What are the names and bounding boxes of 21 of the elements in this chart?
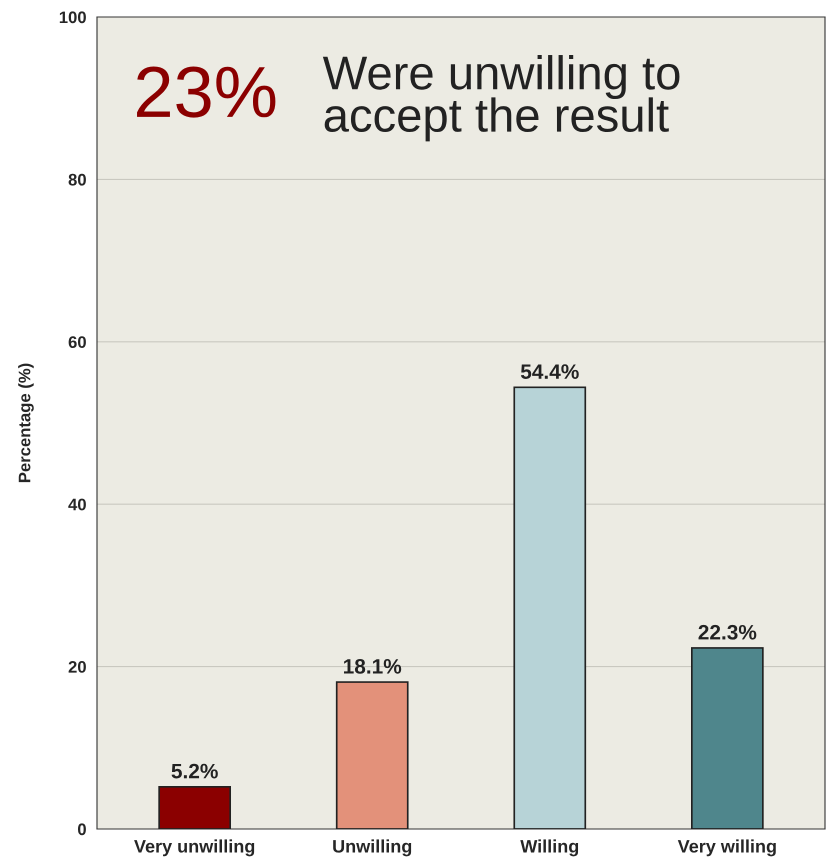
y-tick-label: 40 (68, 498, 86, 510)
data-label: 18.1% (344, 658, 402, 674)
bar (690, 647, 764, 829)
y-tick-label: 80 (68, 174, 86, 186)
annotation: 23% (137, 66, 276, 118)
data-label: 5.2% (172, 764, 218, 778)
x-tick-label: Unwilling (333, 839, 412, 856)
annotation: Were unwilling to accept the result (322, 55, 680, 142)
x-tick-label: Willing (520, 839, 578, 856)
bar (158, 786, 232, 829)
bar (513, 386, 586, 829)
data-label: 54.4% (520, 364, 579, 379)
y-tick-label: 60 (68, 336, 86, 348)
bar (336, 681, 409, 829)
y-tick-label: 100 (60, 11, 86, 24)
y-axis-title: Percentage (%) (18, 364, 34, 482)
data-label: 22.3% (698, 624, 756, 640)
x-tick-label: Very willing (678, 839, 776, 856)
x-tick-label: Very unwilling (134, 839, 254, 856)
y-tick-label: 20 (68, 661, 86, 673)
y-tick-label: 0 (78, 823, 86, 836)
